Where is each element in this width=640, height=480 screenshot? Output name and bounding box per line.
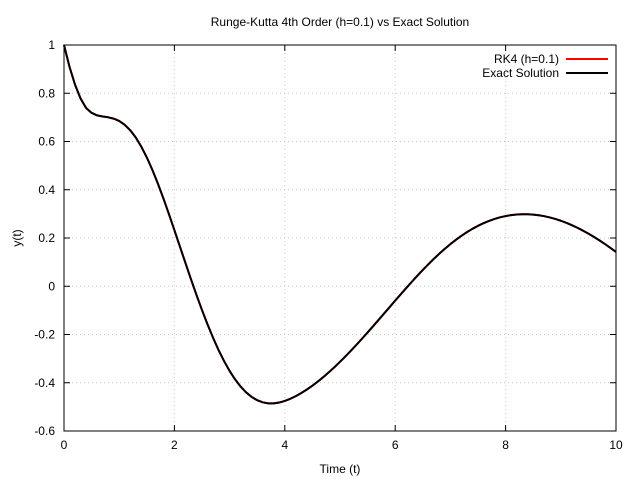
series-line-0 bbox=[63, 44, 617, 405]
x-tick-label: 2 bbox=[171, 438, 178, 452]
y-tick-label: 1 bbox=[48, 38, 55, 52]
x-axis-label: Time (t) bbox=[320, 462, 361, 476]
legend: RK4 (h=0.1)Exact Solution bbox=[482, 52, 608, 80]
x-tick-label: 0 bbox=[61, 438, 68, 452]
plot-frame bbox=[63, 44, 617, 432]
y-tick-label: -0.6 bbox=[34, 424, 55, 438]
y-axis-label: y(t) bbox=[10, 229, 24, 246]
y-tick-label: -0.4 bbox=[34, 376, 55, 390]
legend-label: Exact Solution bbox=[482, 66, 559, 80]
y-tick-label: 0.4 bbox=[38, 183, 55, 197]
y-tick-label: 0.2 bbox=[38, 231, 55, 245]
chart-title: Runge-Kutta 4th Order (h=0.1) vs Exact S… bbox=[211, 15, 469, 29]
grid-lines bbox=[63, 44, 617, 432]
x-tick-label: 10 bbox=[609, 438, 623, 452]
y-tick-label: -0.2 bbox=[34, 328, 55, 342]
series-lines bbox=[63, 44, 617, 405]
y-tick-label: 0 bbox=[48, 279, 55, 293]
x-tick-label: 8 bbox=[502, 438, 509, 452]
y-tick-label: 0.8 bbox=[38, 86, 55, 100]
legend-label: RK4 (h=0.1) bbox=[494, 52, 559, 66]
x-tick-label: 6 bbox=[392, 438, 399, 452]
y-tick-label: 0.6 bbox=[38, 135, 55, 149]
tick-labels: 0 2 4 6 8 10 -0.6 -0.4 -0.2 0 0.2 0.4 0.6 0.8 1 bbox=[34, 38, 623, 452]
series-line-1 bbox=[63, 44, 617, 405]
x-tick-label: 4 bbox=[281, 438, 288, 452]
